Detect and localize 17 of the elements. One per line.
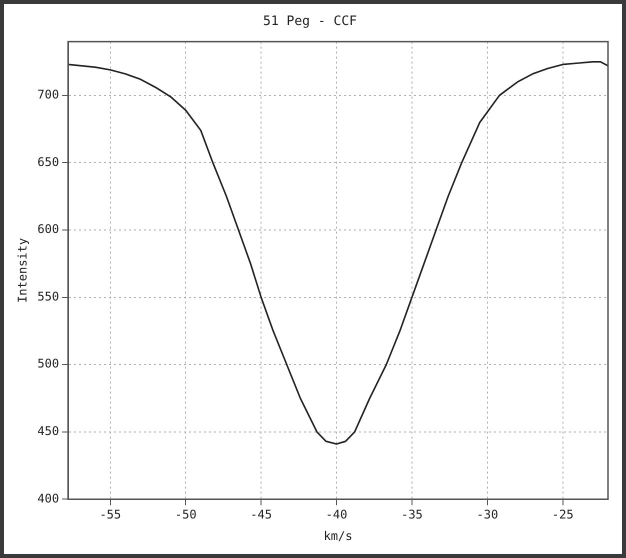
x-tick-label: -25 (552, 508, 574, 522)
x-tick-label: -50 (174, 508, 197, 522)
y-tick-label: 650 (37, 154, 60, 169)
x-tick-label: -35 (401, 508, 423, 522)
x-tick-label: -55 (99, 508, 122, 522)
y-tick-label: 500 (37, 356, 60, 371)
x-tick-label: -30 (476, 508, 498, 522)
y-axis-title: Intensity (15, 238, 30, 303)
y-tick-label: 550 (37, 289, 60, 304)
chart-title: 51 Peg - CCF (263, 14, 358, 30)
y-tick-label: 400 (37, 491, 60, 506)
x-tick-label: -40 (326, 508, 348, 522)
y-tick-label: 600 (37, 222, 60, 236)
x-axis-title: km/s (324, 528, 352, 543)
y-tick-label: 450 (37, 424, 60, 438)
x-tick-label: -45 (250, 508, 272, 522)
y-tick-label: 700 (37, 88, 60, 102)
